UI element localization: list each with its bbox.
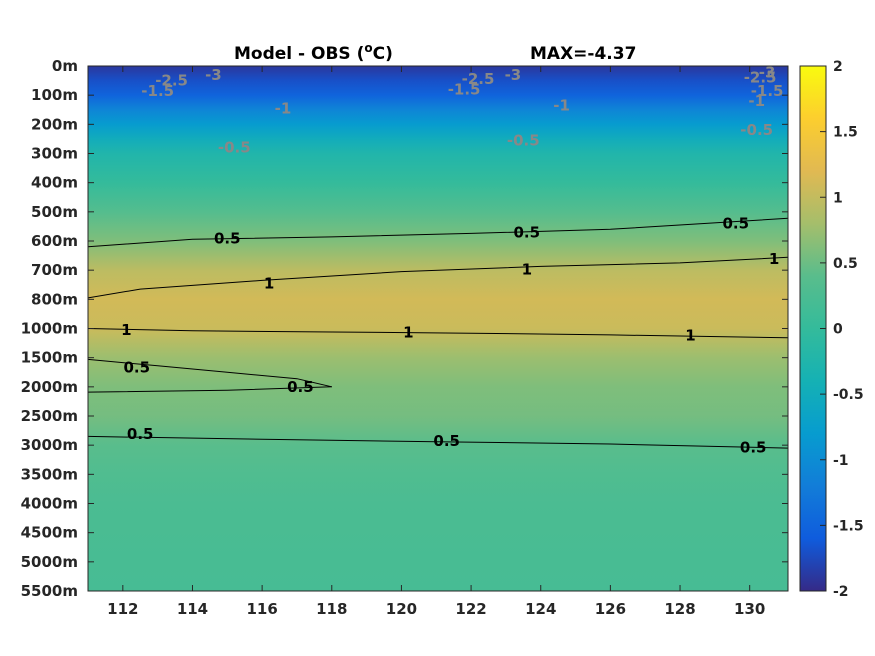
colorbar-tick-label: -1: [833, 453, 849, 469]
contour-label: 0.5: [127, 425, 154, 443]
contour-line: [88, 386, 332, 393]
title-unit-superscript: o: [364, 41, 372, 55]
colorbar-tick-label: 1.5: [833, 125, 858, 141]
heatmap-field: [88, 66, 788, 591]
contour-label: 1: [403, 323, 413, 341]
colorbar-tick-label: -1.5: [833, 518, 864, 534]
contour-label: 0.5: [740, 439, 767, 457]
colorbar-tick-label: 0: [833, 322, 843, 338]
colorbar-tick-label: -0.5: [833, 387, 864, 403]
contour-label: -2.5: [155, 72, 188, 90]
x-tick-label: 116: [246, 600, 277, 618]
contour-label: -1: [553, 96, 570, 114]
contour-label: -3: [205, 66, 222, 84]
contour-label: -1: [275, 99, 292, 117]
max-label: MAX=-4.37: [530, 44, 636, 64]
contour-line: [88, 217, 788, 248]
y-tick-label: 200m: [31, 115, 78, 133]
colorbar-tick-label: 0.5: [833, 256, 858, 272]
contour-label: -1.5: [448, 80, 481, 98]
x-tick-label: 124: [525, 600, 556, 618]
x-tick-label: 122: [455, 600, 486, 618]
contour-label: 1: [685, 327, 695, 345]
x-tick-label: 128: [664, 600, 695, 618]
y-tick-label: 4000m: [21, 495, 78, 513]
y-tick-label: 2000m: [21, 378, 78, 396]
y-tick-label: 0m: [52, 57, 78, 75]
contour-label: -3: [505, 66, 522, 84]
contour-label: 1: [264, 274, 274, 292]
title-unit-tail: C): [373, 44, 393, 64]
contour-label: 0.5: [514, 223, 541, 241]
contour-label: -1: [748, 92, 765, 110]
y-tick-label: 700m: [31, 261, 78, 279]
x-tick-label: 118: [316, 600, 347, 618]
contour-label: 0.5: [433, 432, 460, 450]
colorbar-ticks: 2 1.5 1 0.5 0 -0.5 -1 -1.5 -2: [820, 59, 864, 600]
chart-title: Model - OBS (oC): [234, 41, 393, 64]
y-tick-label: 100m: [31, 86, 78, 104]
colorbar-tick-label: -2: [833, 584, 849, 600]
contour-line: [88, 328, 788, 339]
contour-label: -0.5: [218, 139, 251, 157]
y-tick-label: 600m: [31, 232, 78, 250]
y-tick-label: 400m: [31, 174, 78, 192]
contour-label: -2.5: [744, 69, 777, 87]
contour-label: -0.5: [507, 131, 540, 149]
y-tick-label: 3500m: [21, 465, 78, 483]
contour-line: [88, 358, 332, 388]
y-tick-label: 800m: [31, 290, 78, 308]
y-tick-label: 5500m: [21, 582, 78, 600]
contour-line: [88, 435, 788, 449]
x-axis: 112 114 116 118 120 122 124 126 128 130: [107, 66, 765, 618]
y-tick-label: 5000m: [21, 553, 78, 571]
x-tick-label: 130: [734, 600, 765, 618]
contour-label: 0.5: [214, 230, 241, 248]
contour-line: [88, 256, 788, 299]
contour-label: 0.5: [723, 215, 750, 233]
contour-label: -3: [759, 63, 776, 81]
colorbar-tick-label: 1: [833, 190, 843, 206]
x-tick-label: 126: [595, 600, 626, 618]
contour-label: -1.5: [141, 82, 174, 100]
y-tick-label: 3000m: [21, 436, 78, 454]
y-axis: 0m 100m 200m 300m 400m 500m 600m 700m 800m 1000m 1…: [21, 57, 788, 600]
y-tick-label: 300m: [31, 145, 78, 163]
contour-label: -0.5: [740, 121, 773, 139]
y-tick-label: 4500m: [21, 524, 78, 542]
x-tick-label: 112: [107, 600, 138, 618]
y-tick-label: 500m: [31, 203, 78, 221]
contour-label: 1: [522, 260, 532, 278]
y-tick-label: 1000m: [21, 320, 78, 338]
y-tick-label: 1500m: [21, 349, 78, 367]
contour-label: 0.5: [124, 359, 151, 377]
x-tick-label: 120: [386, 600, 417, 618]
contour-label: 0.5: [287, 378, 314, 396]
colorbar-tick-label: 2: [833, 59, 843, 75]
y-tick-label: 2500m: [21, 407, 78, 425]
contour-label: 1: [769, 250, 779, 268]
contour-layer: [88, 217, 788, 449]
contour-label: 1: [121, 321, 131, 339]
contour-label: -1.5: [751, 82, 784, 100]
x-tick-label: 114: [177, 600, 208, 618]
contour-label: -2.5: [462, 70, 495, 88]
